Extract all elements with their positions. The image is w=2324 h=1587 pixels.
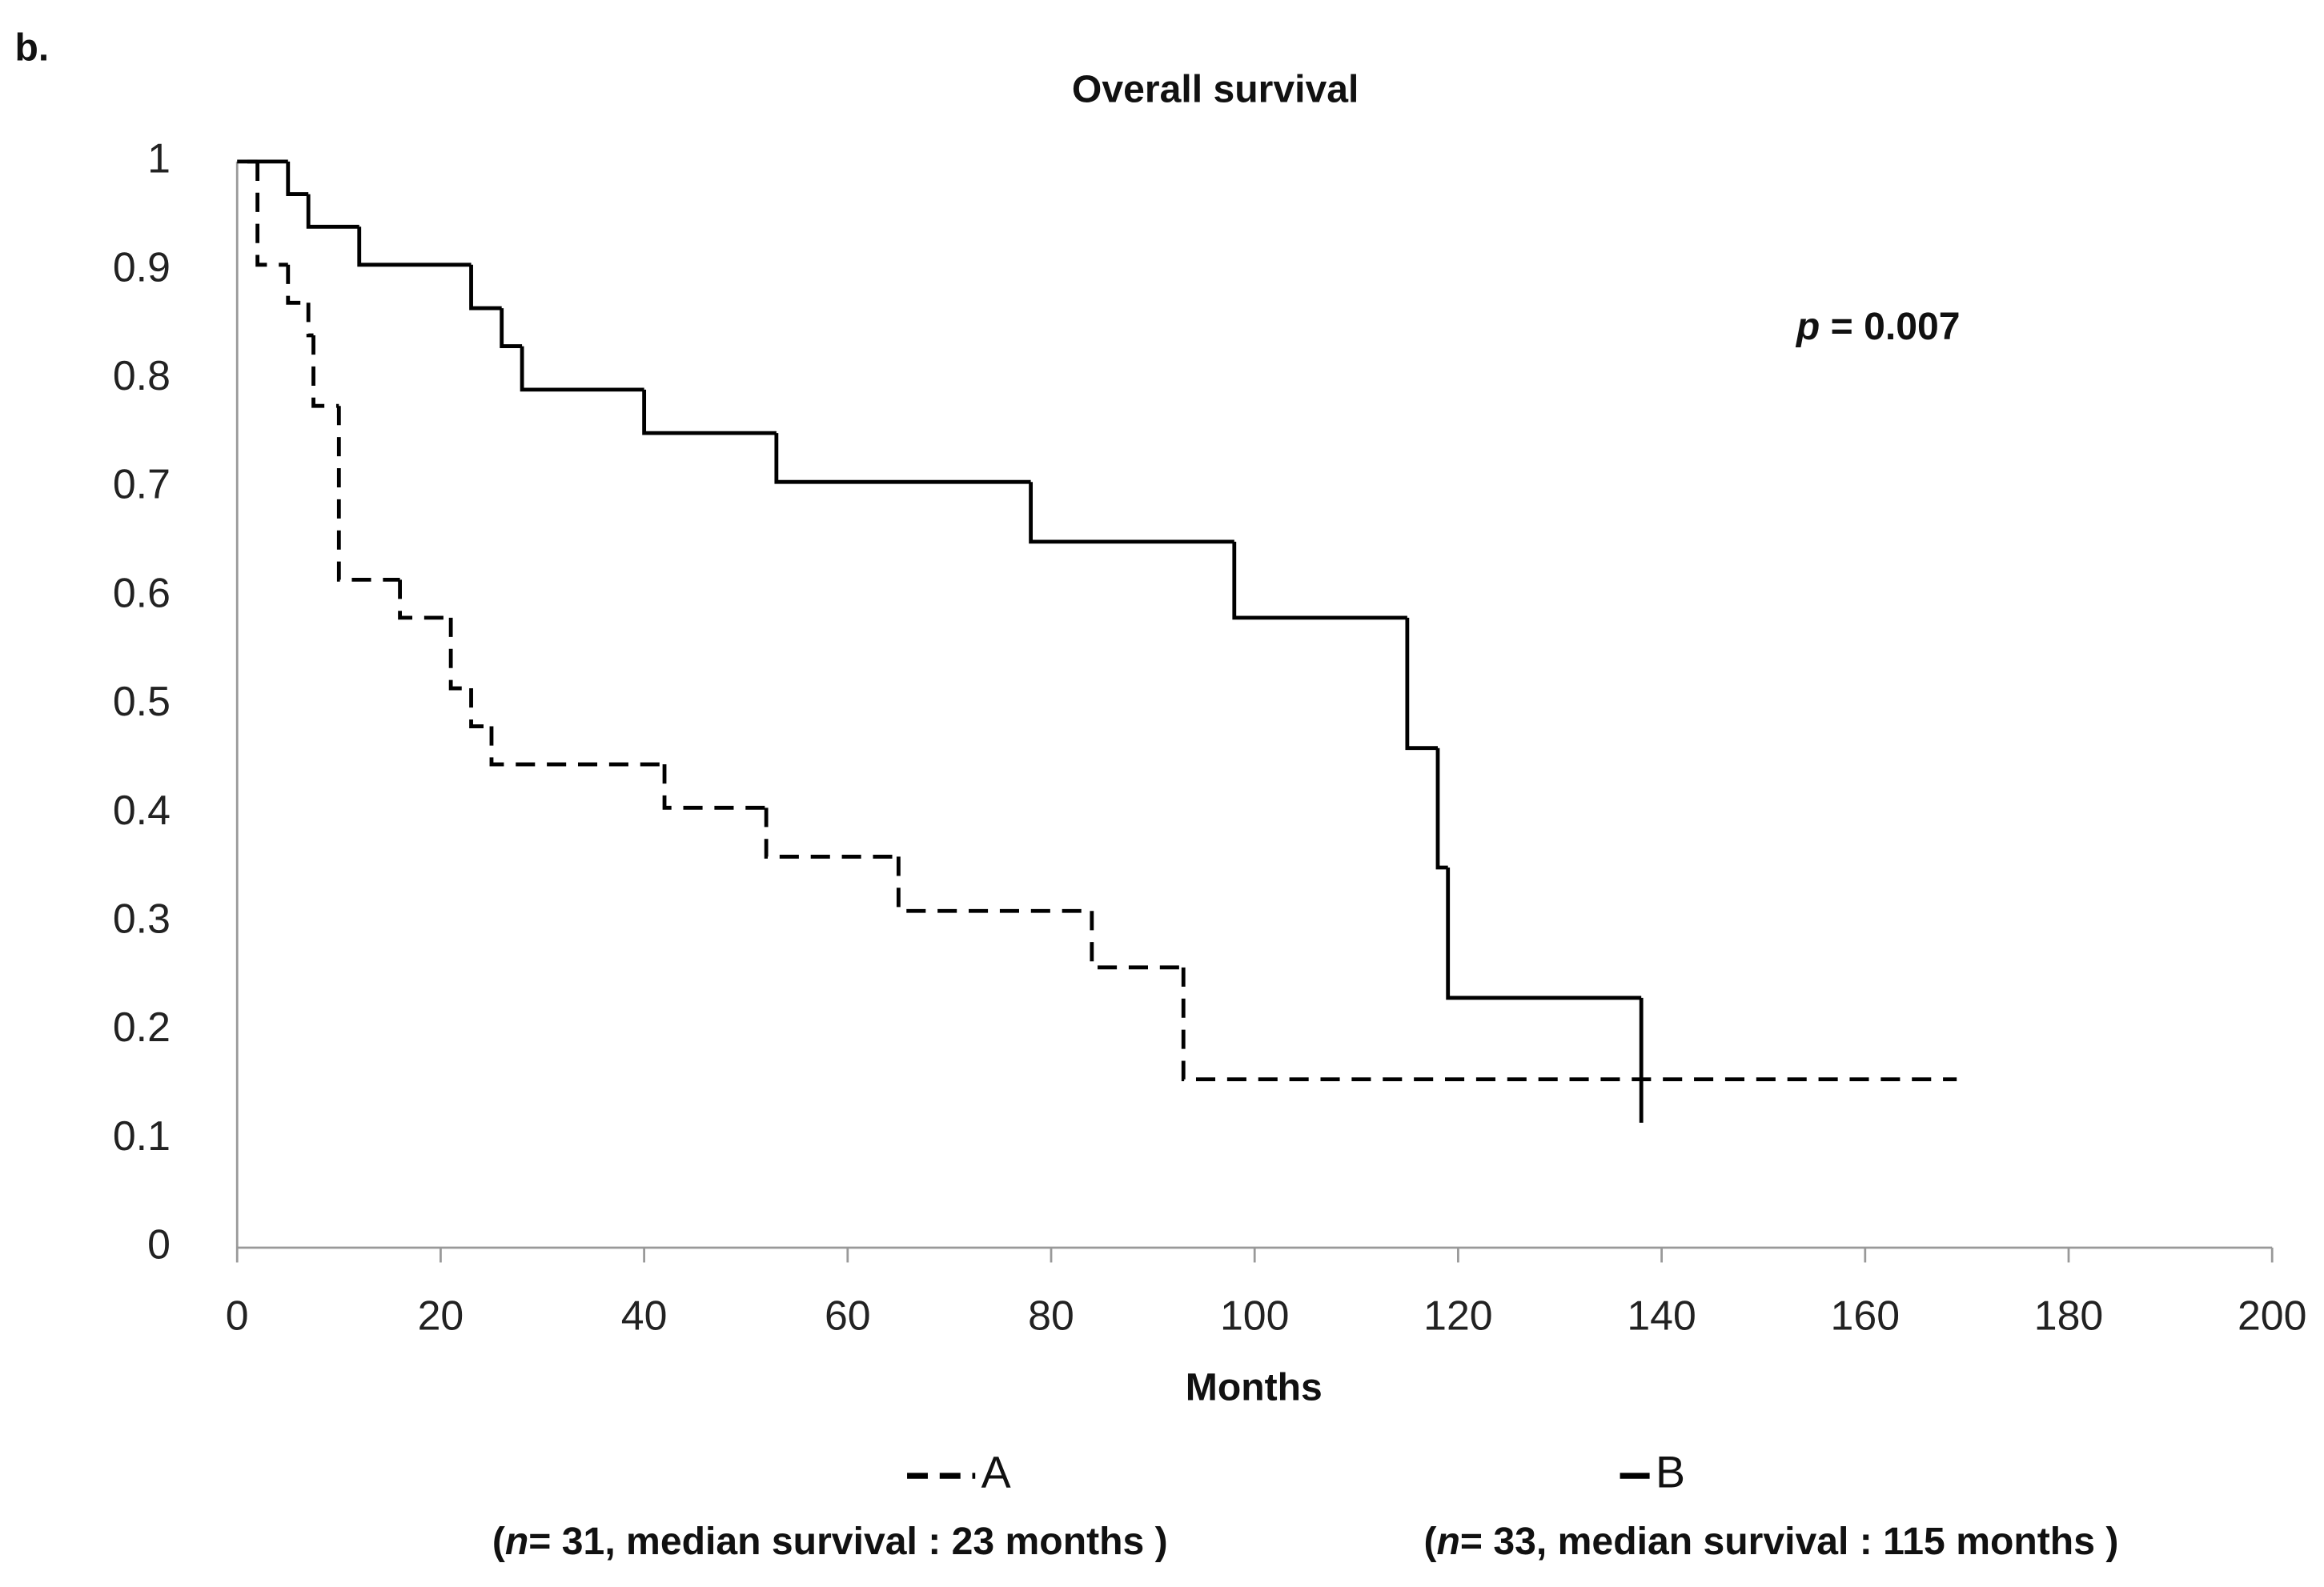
survival-step bbox=[489, 726, 665, 767]
survival-step bbox=[1090, 911, 1184, 970]
x-tick-label: 160 bbox=[1831, 1292, 1900, 1339]
survival-step bbox=[764, 808, 899, 859]
survival-step bbox=[469, 688, 492, 728]
y-tick-label: 0.6 bbox=[113, 569, 171, 615]
survival-step bbox=[642, 389, 777, 435]
survival-step bbox=[255, 161, 288, 267]
x-tick-label: 80 bbox=[1028, 1292, 1074, 1339]
x-tick-label: 0 bbox=[226, 1292, 249, 1339]
x-tick-label: 200 bbox=[2238, 1292, 2306, 1339]
survival-step bbox=[1435, 747, 1448, 870]
x-tick-label: 60 bbox=[825, 1292, 871, 1339]
survival-step bbox=[520, 346, 644, 392]
p-text: = 0.007 bbox=[1820, 305, 1960, 348]
panel-label: b. bbox=[15, 26, 50, 70]
x-tick-label: 20 bbox=[418, 1292, 464, 1339]
y-tick-label: 0.2 bbox=[113, 1004, 171, 1050]
chart-title: Overall survival bbox=[1072, 68, 1359, 111]
survival-step bbox=[1446, 867, 1642, 1000]
legend-note-part: n bbox=[1436, 1520, 1459, 1563]
survival-step bbox=[1181, 967, 1957, 1082]
y-tick-label: 0.9 bbox=[113, 243, 171, 290]
survival-step bbox=[306, 194, 359, 229]
legend-label: B bbox=[1656, 1448, 1685, 1497]
survival-step bbox=[286, 264, 309, 305]
y-tick-label: 1 bbox=[147, 135, 171, 182]
legend-label: A bbox=[981, 1448, 1011, 1497]
survival-step bbox=[1405, 617, 1438, 751]
legend-note-part: ( bbox=[1423, 1520, 1436, 1563]
legend-note-part: = 33, median survival : 115 months ) bbox=[1460, 1520, 2118, 1563]
y-tick-label: 0 bbox=[147, 1221, 171, 1268]
survival-step bbox=[1232, 541, 1407, 620]
x-axis-label: Months bbox=[1186, 1365, 1323, 1409]
survival-step bbox=[336, 406, 400, 582]
survival-step bbox=[306, 303, 314, 338]
legend-note-part: = 31, median survival : 23 months ) bbox=[528, 1520, 1167, 1563]
survival-step bbox=[286, 161, 309, 196]
y-tick-label: 0.4 bbox=[113, 787, 171, 833]
x-tick-label: 120 bbox=[1423, 1292, 1492, 1339]
legend-note-part: n bbox=[505, 1520, 528, 1563]
survival-step bbox=[774, 433, 1031, 484]
p-symbol: p bbox=[1795, 305, 1820, 348]
y-tick-label: 0.1 bbox=[113, 1112, 171, 1159]
x-tick-label: 100 bbox=[1220, 1292, 1289, 1339]
x-tick-label: 140 bbox=[1627, 1292, 1696, 1339]
y-tick-label: 0.5 bbox=[113, 678, 171, 724]
survival-step bbox=[311, 335, 339, 408]
x-tick-label: 180 bbox=[2034, 1292, 2103, 1339]
survival-step bbox=[398, 579, 452, 620]
legend-note-part: ( bbox=[492, 1520, 505, 1563]
survival-step bbox=[662, 764, 767, 810]
legend-note: (n= 33, median survival : 115 months ) bbox=[1423, 1520, 2118, 1563]
survival-step bbox=[896, 856, 1092, 913]
legend-note: (n= 31, median survival : 23 months ) bbox=[492, 1520, 1168, 1563]
survival-step bbox=[357, 226, 472, 267]
survival-step bbox=[500, 308, 523, 348]
survival-step bbox=[448, 617, 472, 691]
p-value: p = 0.007 bbox=[1795, 305, 1961, 348]
y-tick-label: 0.8 bbox=[113, 352, 171, 399]
survival-step bbox=[1029, 482, 1234, 544]
y-tick-label: 0.3 bbox=[113, 896, 171, 942]
y-tick-label: 0.7 bbox=[113, 461, 171, 507]
x-tick-label: 40 bbox=[621, 1292, 668, 1339]
survival-step bbox=[469, 264, 502, 311]
